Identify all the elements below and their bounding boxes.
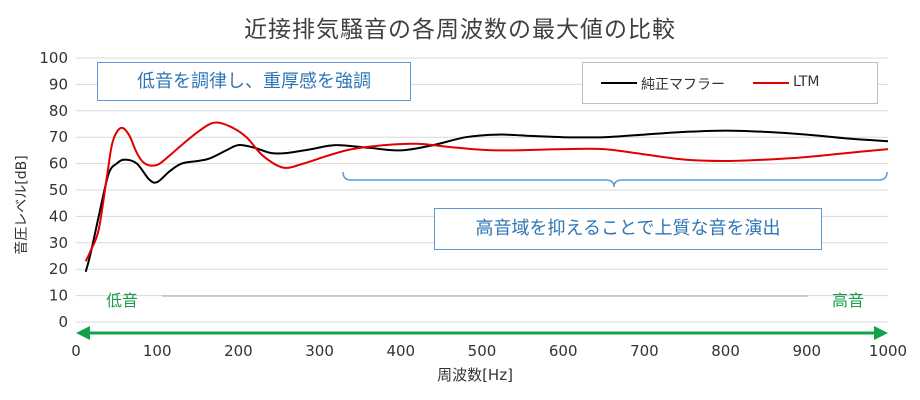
low-band-label: 低音 [106,291,139,310]
x-axis-label: 周波数[Hz] [437,366,513,384]
band-arrowhead-right [874,326,888,340]
legend-label-stock: 純正マフラー [641,77,725,93]
series-line-stock-muffler [84,129,889,273]
callout-high-text: 高音域を抑えることで上質な音を演出 [475,218,781,239]
series-line-ltm [84,121,889,262]
x-tick-600: 600 [549,342,578,360]
x-tick-1000: 1000 [869,342,907,360]
y-axis-label: 音圧レベル[dB] [14,155,30,255]
y-tick-10: 10 [49,287,68,305]
x-tick-900: 900 [792,342,821,360]
legend: 純正マフラー LTM [582,62,878,104]
x-tick-labels: 0 100 200 300 400 500 600 700 800 900 1000 [71,342,907,360]
y-tick-100: 100 [39,49,68,67]
y-tick-90: 90 [49,75,68,93]
y-tick-60: 60 [49,155,68,173]
frequency-band-arrow [76,295,888,340]
x-tick-100: 100 [143,342,172,360]
x-tick-700: 700 [630,342,659,360]
y-tick-70: 70 [49,128,68,146]
x-tick-800: 800 [711,342,740,360]
legend-label-ltm: LTM [793,74,820,90]
y-tick-30: 30 [49,234,68,252]
y-tick-20: 20 [49,260,68,278]
y-tick-0: 0 [58,313,68,331]
x-tick-300: 300 [305,342,334,360]
high-band-label: 高音 [832,291,865,310]
high-range-bracket [342,171,888,188]
x-tick-500: 500 [468,342,497,360]
bracket-path [342,171,888,188]
legend-swatch-ltm [753,82,789,84]
callout-low-frequency: 低音を調律し、重厚感を強調 [97,62,411,101]
series-lines [84,121,889,273]
chart-title: 近接排気騒音の各周波数の最大値の比較 [244,17,676,43]
y-tick-40: 40 [49,207,68,225]
callout-low-text: 低音を調律し、重厚感を強調 [137,71,371,92]
callout-high-frequency: 高音域を抑えることで上質な音を演出 [434,208,822,250]
x-tick-0: 0 [71,342,81,360]
y-tick-80: 80 [49,102,68,120]
y-tick-50: 50 [49,181,68,199]
y-tick-labels: 0 10 20 30 40 50 60 70 80 90 100 [39,49,68,331]
x-tick-400: 400 [386,342,415,360]
x-tick-200: 200 [224,342,253,360]
legend-swatch-stock [601,82,637,84]
band-arrowhead-left [76,326,90,340]
